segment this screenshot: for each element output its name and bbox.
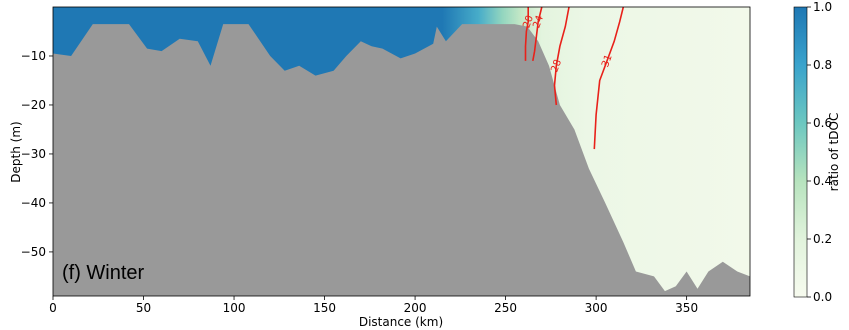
y-tick-label--40: −40 (21, 196, 46, 210)
x-tick-label-350: 350 (675, 301, 698, 315)
y-axis: −10 −20 −30 −40 −50 (21, 49, 53, 259)
y-tick-label--50: −50 (21, 245, 46, 259)
x-axis: 0 50 100 150 200 250 300 350 (49, 296, 698, 315)
contour-20 (524, 7, 529, 61)
panel-label: (f) Winter (62, 262, 145, 284)
contour-label-24: 24 (531, 14, 546, 30)
x-tick-label-250: 250 (494, 301, 517, 315)
contour-28 (553, 7, 570, 106)
x-tick-label-200: 200 (404, 301, 427, 315)
colorbar-ticks: 0.0 0.2 0.4 0.6 0.8 1.0 (807, 0, 832, 304)
x-tick-label-50: 50 (136, 301, 151, 315)
colorbar-tick-label-0.4: 0.4 (813, 174, 832, 188)
y-axis-label: Depth (m) (9, 121, 23, 182)
colorbar-tick-label-0.6: 0.6 (813, 116, 832, 130)
x-axis-label: Distance (km) (359, 315, 443, 329)
x-tick-label-100: 100 (223, 301, 246, 315)
colorbar-tick-label-0.2: 0.2 (813, 232, 832, 246)
y-tick-label--10: −10 (21, 49, 46, 63)
y-tick-label--30: −30 (21, 147, 46, 161)
seafloor-bathymetry (53, 24, 750, 296)
contour-label-20: 20 (521, 14, 536, 30)
contour-label-31: 31 (600, 53, 615, 69)
colorbar-tick-label-1.0: 1.0 (813, 0, 832, 14)
contour-31 (593, 7, 625, 150)
y-tick-label--20: −20 (21, 98, 46, 112)
colorbar-tick-label-0.0: 0.0 (813, 290, 832, 304)
colorbar-strip (793, 6, 808, 298)
plot-frame (52, 6, 751, 297)
x-tick-label-0: 0 (49, 301, 57, 315)
contour-24 (532, 7, 543, 62)
contour-label-28: 28 (549, 58, 564, 74)
x-tick-label-300: 300 (585, 301, 608, 315)
colorbar-tick-label-0.8: 0.8 (813, 58, 832, 72)
x-tick-label-150: 150 (313, 301, 336, 315)
colorbar-label: ratio of tDOC (827, 113, 841, 192)
colorbar: 0.0 0.2 0.4 0.6 0.8 1.0 ratio of tDOC (793, 0, 841, 304)
